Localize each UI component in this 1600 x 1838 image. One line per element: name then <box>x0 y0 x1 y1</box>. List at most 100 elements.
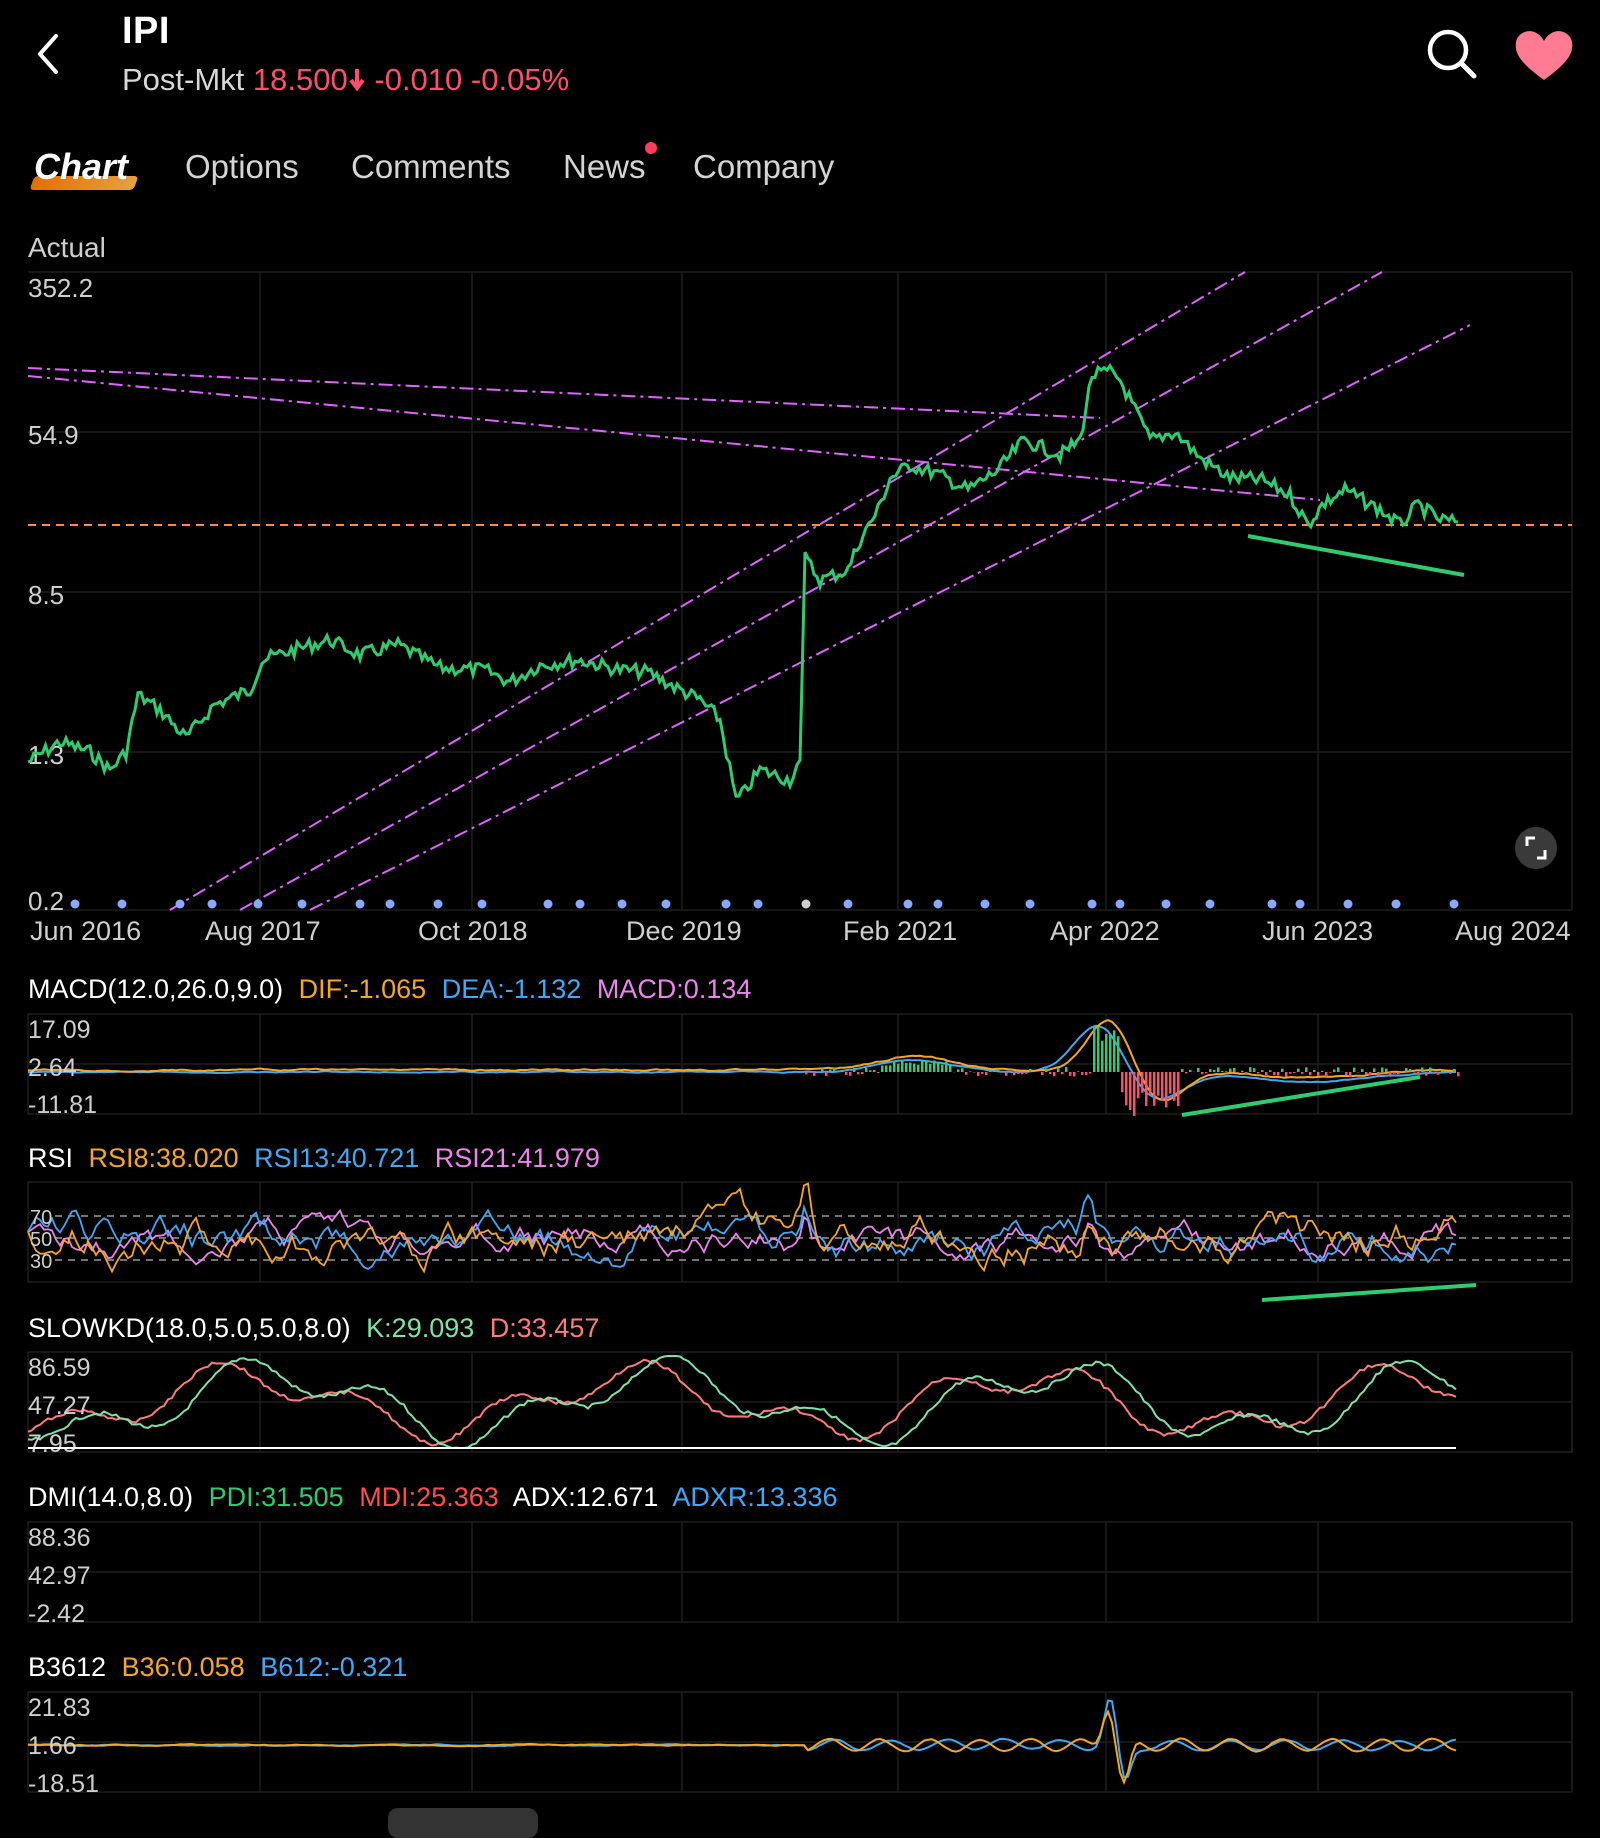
y-tick-label: 47.27 <box>28 1392 91 1420</box>
price-line <box>28 366 1458 796</box>
macd-histogram-bar <box>913 1064 916 1072</box>
macd-histogram-bar <box>961 1068 964 1072</box>
event-dot <box>844 900 853 909</box>
macd-legend: MACD(12.0,26.0,9.0) DIF:-1.065 DEA:-1.13… <box>28 974 751 1004</box>
dmi-adx: ADX:12.671 <box>513 1482 659 1512</box>
macd-histogram-bar <box>1429 1067 1432 1072</box>
event-dot <box>1296 900 1305 909</box>
x-tick-label: Jun 2023 <box>1262 916 1373 946</box>
macd-value: MACD:0.134 <box>597 974 752 1004</box>
macd-histogram-bar <box>1205 1072 1208 1073</box>
y-tick-label: 42.97 <box>28 1562 91 1590</box>
macd-histogram-bar <box>1117 1036 1120 1072</box>
b612-line <box>28 1701 1456 1778</box>
macd-histogram-bar <box>917 1065 920 1072</box>
y-tick-label: 17.09 <box>28 1016 91 1044</box>
macd-histogram-bar <box>1349 1072 1352 1077</box>
expand-button[interactable] <box>1515 827 1557 869</box>
macd-histogram-bar <box>1337 1067 1340 1072</box>
macd-histogram-bar <box>1453 1069 1456 1072</box>
event-dot <box>386 900 395 909</box>
macd-histogram-bar <box>1409 1069 1412 1072</box>
y-tick-label: 1.66 <box>28 1732 77 1760</box>
event-dot <box>981 900 990 909</box>
macd-histogram-bar <box>881 1065 884 1072</box>
macd-histogram-bar <box>845 1072 848 1075</box>
macd-histogram-bar <box>1165 1072 1168 1107</box>
annotation-trendline <box>1262 1285 1476 1300</box>
macd-histogram-bar <box>1257 1072 1260 1073</box>
y-tick-label: 21.83 <box>28 1694 91 1722</box>
macd-histogram-bar <box>1421 1068 1424 1072</box>
macd-histogram-bar <box>1241 1071 1244 1072</box>
event-dot <box>1162 900 1171 909</box>
macd-histogram-bar <box>1113 1030 1116 1072</box>
macd-histogram-bar <box>1069 1072 1072 1076</box>
event-dot <box>1344 900 1353 909</box>
macd-histogram-bar <box>1081 1072 1084 1075</box>
macd-histogram-bar <box>1353 1068 1356 1072</box>
macd-histogram-bar <box>1049 1072 1052 1074</box>
event-dots <box>71 900 1459 909</box>
macd-histogram-bar <box>1413 1072 1416 1073</box>
macd-histogram-bar <box>869 1070 872 1072</box>
macd-histogram-bar <box>1425 1072 1428 1076</box>
macd-histogram-bar <box>1005 1072 1008 1076</box>
macd-histogram-bar <box>1053 1072 1056 1076</box>
y-tick-label: -18.51 <box>28 1770 99 1798</box>
macd-histogram-bar <box>1061 1072 1064 1074</box>
y-tick-label: 0.2 <box>28 886 64 916</box>
macd-histogram-bar <box>809 1072 812 1073</box>
macd-histogram-bar <box>1285 1072 1288 1077</box>
macd-histogram-bar <box>1201 1072 1204 1074</box>
event-dot <box>254 900 263 909</box>
period-selected-highlight[interactable] <box>388 1808 538 1838</box>
macd-histogram-bar <box>1249 1067 1252 1072</box>
macd-dea: DEA:-1.132 <box>442 974 582 1004</box>
macd-histogram-bar <box>1321 1071 1324 1072</box>
rsi-legend: RSI RSI8:38.020 RSI13:40.721 RSI21:41.97… <box>28 1143 600 1173</box>
event-dot <box>1206 900 1215 909</box>
x-tick-label: Dec 2019 <box>626 916 742 946</box>
event-dot <box>1268 900 1277 909</box>
event-dot <box>118 900 127 909</box>
macd-histogram-bar <box>1265 1072 1268 1075</box>
macd-histogram-bar <box>1125 1072 1128 1105</box>
event-dot <box>1392 900 1401 909</box>
expand-button-bg[interactable] <box>1515 827 1557 869</box>
macd-histogram-bar <box>1017 1072 1020 1074</box>
macd-histogram-bar <box>1301 1072 1304 1074</box>
macd-histogram-bar <box>1149 1072 1152 1094</box>
macd-histogram-bar <box>1381 1068 1384 1072</box>
event-dot <box>934 900 943 909</box>
dmi-pdi: PDI:31.505 <box>209 1482 344 1512</box>
y-tick-label: -2.42 <box>28 1600 85 1628</box>
macd-dif-line <box>28 1020 1456 1100</box>
macd-histogram-bar <box>1449 1072 1452 1074</box>
macd-histogram-bar <box>945 1062 948 1072</box>
dmi-legend: DMI(14.0,8.0) PDI:31.505 MDI:25.363 ADX:… <box>28 1482 838 1512</box>
macd-histogram-bar <box>889 1065 892 1072</box>
y-tick-label: 88.36 <box>28 1524 91 1552</box>
macd-histogram-bar <box>925 1061 928 1072</box>
macd-histogram-bar <box>965 1072 968 1075</box>
macd-histogram-bar <box>1137 1072 1140 1098</box>
macd-histogram-bar <box>897 1064 900 1072</box>
event-dot <box>176 900 185 909</box>
macd-histogram-bar <box>1293 1072 1296 1073</box>
x-tick-label: Aug 2017 <box>205 916 321 946</box>
macd-histogram-bar <box>1209 1069 1212 1072</box>
macd-histogram-bar <box>1077 1071 1080 1072</box>
macd-histogram-bar <box>1177 1072 1180 1106</box>
macd-histogram-bar <box>1133 1072 1136 1116</box>
rsi-panel <box>28 1182 1572 1300</box>
macd-histogram-bar <box>985 1072 988 1075</box>
y-tick-label: 54.9 <box>28 420 79 450</box>
macd-histogram-bar <box>941 1065 944 1072</box>
event-dot <box>478 900 487 909</box>
macd-histogram-bar <box>833 1068 836 1072</box>
macd-histogram-bar <box>1161 1072 1164 1100</box>
trendline-group <box>28 272 1470 910</box>
macd-histogram-bar <box>937 1062 940 1072</box>
